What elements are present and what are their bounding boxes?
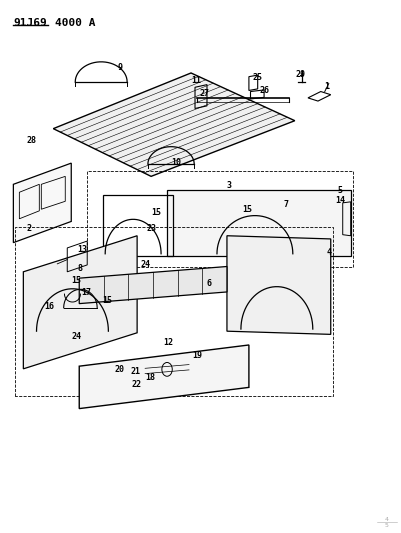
- Text: 4000 A: 4000 A: [55, 18, 95, 28]
- Text: 15: 15: [102, 296, 112, 305]
- Text: 20: 20: [114, 365, 124, 374]
- Text: 23: 23: [146, 224, 156, 233]
- Text: 7: 7: [282, 200, 288, 209]
- Polygon shape: [13, 163, 71, 243]
- Text: 10: 10: [171, 158, 181, 167]
- Text: 24: 24: [140, 261, 150, 269]
- Text: 28: 28: [26, 136, 36, 145]
- Polygon shape: [79, 345, 248, 409]
- Text: 27: 27: [199, 89, 209, 98]
- Text: 2: 2: [26, 224, 31, 233]
- Text: 91J69: 91J69: [13, 18, 47, 28]
- Text: 19: 19: [192, 351, 202, 360]
- Text: 26: 26: [258, 86, 268, 95]
- Text: 12: 12: [163, 338, 173, 347]
- Text: 18: 18: [144, 373, 154, 382]
- Polygon shape: [167, 190, 350, 256]
- Polygon shape: [185, 271, 200, 292]
- Text: 16: 16: [44, 302, 54, 311]
- Text: 4: 4: [384, 518, 388, 522]
- Text: 9: 9: [117, 63, 123, 71]
- Polygon shape: [227, 236, 330, 334]
- Text: 8: 8: [77, 264, 82, 272]
- Text: 1: 1: [324, 82, 328, 91]
- Text: 15: 15: [241, 205, 251, 214]
- Text: 5: 5: [384, 523, 388, 528]
- Text: 14: 14: [334, 196, 344, 205]
- Text: 15: 15: [151, 208, 161, 217]
- Text: 4: 4: [326, 248, 330, 257]
- Text: 29: 29: [294, 70, 304, 79]
- Polygon shape: [53, 73, 294, 176]
- Text: 24: 24: [71, 332, 81, 341]
- Text: 22: 22: [131, 379, 141, 389]
- Text: 25: 25: [252, 73, 262, 82]
- Text: 13: 13: [77, 245, 87, 254]
- Text: 5: 5: [336, 186, 342, 195]
- Text: 11: 11: [191, 76, 201, 85]
- Polygon shape: [79, 266, 227, 304]
- Text: 21: 21: [130, 367, 140, 376]
- Text: 6: 6: [206, 279, 211, 288]
- Polygon shape: [23, 236, 137, 369]
- Text: 15: 15: [71, 276, 81, 285]
- Text: 3: 3: [226, 181, 231, 190]
- Text: 17: 17: [81, 288, 91, 297]
